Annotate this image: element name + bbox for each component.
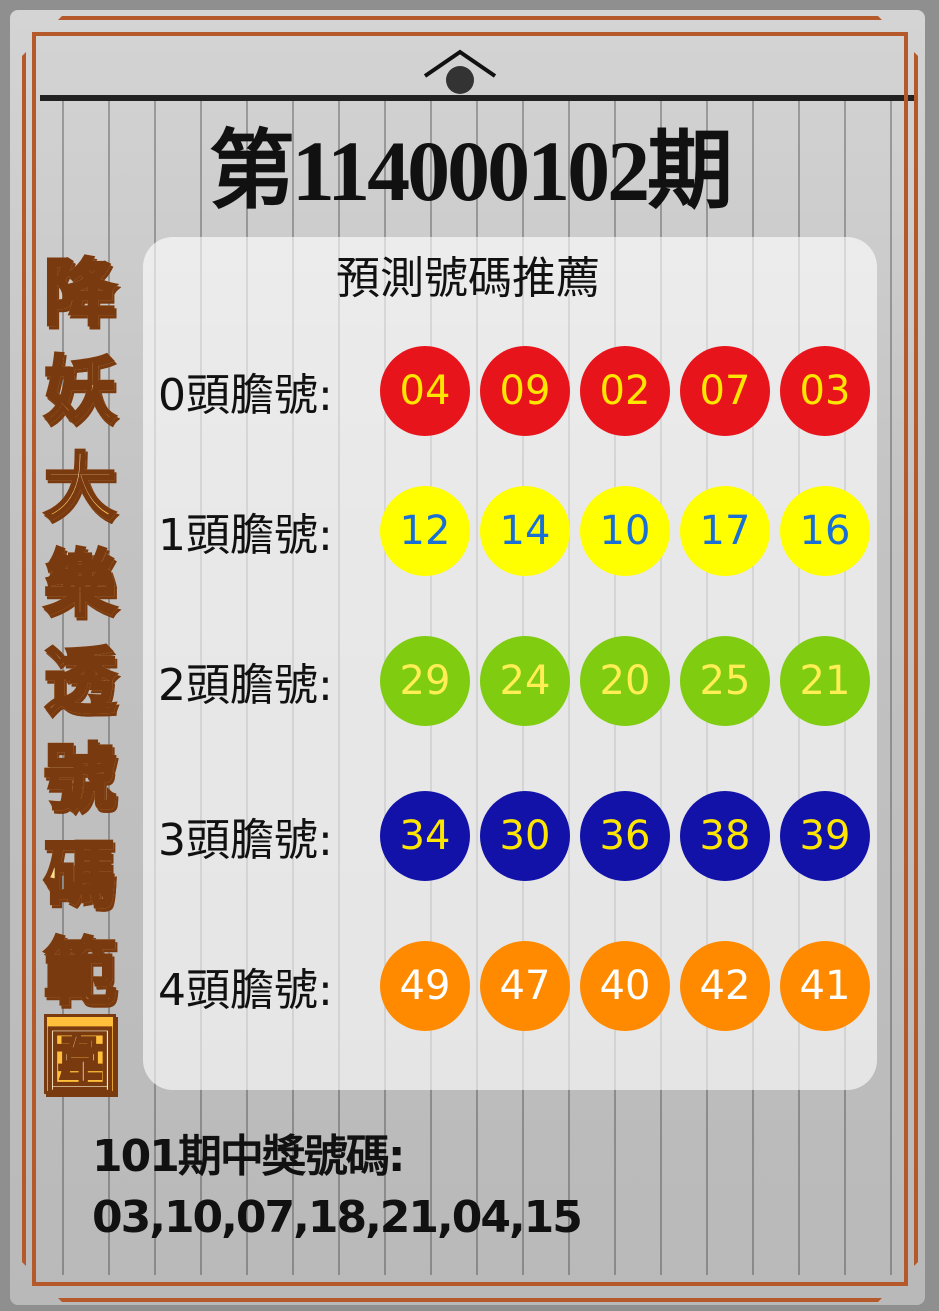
number-ball: 07 (680, 346, 770, 436)
previous-draw-label: 101期中獎號碼: (92, 1131, 405, 1182)
side-title-char: 範 (40, 917, 120, 1015)
number-ball: 24 (480, 636, 570, 726)
number-ball: 36 (580, 791, 670, 881)
side-title-char: 圍 (43, 1014, 117, 1104)
number-ball: 25 (680, 636, 770, 726)
number-ball: 39 (780, 791, 870, 881)
row-label: 0頭膽號: (158, 370, 333, 421)
number-ball: 17 (680, 486, 770, 576)
previous-draw-numbers: 03,10,07,18,21,04,15 (92, 1192, 583, 1243)
number-ball: 03 (780, 346, 870, 436)
number-ball: 16 (780, 486, 870, 576)
number-ball: 14 (480, 486, 570, 576)
side-title-char: 降 (40, 238, 120, 336)
number-ball: 34 (380, 791, 470, 881)
roof-emblem-icon (423, 49, 497, 94)
number-ball: 09 (480, 346, 570, 436)
panel-subtitle: 預測號碼推薦 (336, 253, 600, 304)
divider (40, 95, 915, 101)
number-ball: 04 (380, 346, 470, 436)
number-ball: 21 (780, 636, 870, 726)
number-ball: 02 (580, 346, 670, 436)
decorative-frame-inner (32, 32, 908, 1286)
number-ball: 30 (480, 791, 570, 881)
number-ball: 20 (580, 636, 670, 726)
side-title-char: 透 (40, 626, 120, 724)
side-title-char: 妖 (40, 335, 120, 433)
number-ball: 47 (480, 941, 570, 1031)
number-row: 2頭膽號: 29 24 20 25 21 (158, 635, 880, 727)
number-ball: 42 (680, 941, 770, 1031)
number-ball: 38 (680, 791, 770, 881)
issue-title: 第114000102期 (208, 123, 733, 219)
number-row: 4頭膽號: 49 47 40 42 41 (158, 940, 880, 1032)
side-title-char: 大 (40, 432, 120, 530)
number-ball: 12 (380, 486, 470, 576)
row-label: 2頭膽號: (158, 660, 333, 711)
side-title-char: 號 (40, 723, 120, 821)
number-ball: 40 (580, 941, 670, 1031)
side-title-char: 碼 (40, 820, 120, 918)
number-ball: 29 (380, 636, 470, 726)
decorative-frame (22, 16, 918, 1302)
number-ball: 41 (780, 941, 870, 1031)
row-label: 1頭膽號: (158, 510, 333, 561)
row-label: 4頭膽號: (158, 965, 333, 1016)
side-title-char: 樂 (40, 529, 120, 627)
number-ball: 10 (580, 486, 670, 576)
number-ball: 49 (380, 941, 470, 1031)
number-row: 0頭膽號: 04 09 02 07 03 (158, 345, 880, 437)
row-label: 3頭膽號: (158, 815, 333, 866)
number-row: 3頭膽號: 34 30 36 38 39 (158, 790, 880, 882)
number-row: 1頭膽號: 12 14 10 17 16 (158, 485, 880, 577)
